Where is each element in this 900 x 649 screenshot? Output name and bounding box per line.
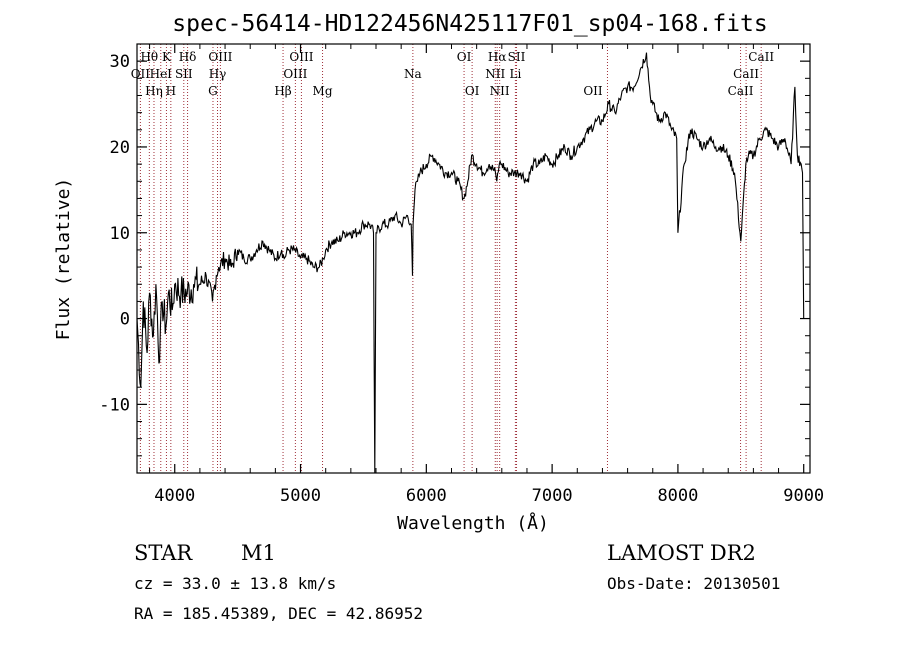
spectral-line-label: OII xyxy=(131,67,151,81)
spectral-line-label: OIII xyxy=(283,67,307,81)
object-subclass: M1 xyxy=(241,541,276,565)
x-tick-label: 4000 xyxy=(154,486,195,506)
plot-frame xyxy=(136,43,811,474)
spectral-line-label: K xyxy=(162,50,172,64)
x-tick-label: 9000 xyxy=(783,486,824,506)
spectral-line-label: Mg xyxy=(313,84,333,98)
spectral-line-label: CaII xyxy=(728,84,754,98)
spectral-line-label: OII xyxy=(583,84,603,98)
object-class: STAR xyxy=(134,541,193,565)
redshift-info: cz = 33.0 ± 13.8 km/s xyxy=(134,574,336,593)
spectral-line-label: Na xyxy=(404,67,422,81)
y-tick-label: 30 xyxy=(110,52,130,72)
line-labels: Hθ OII Hη K HeI H Hδ SII OIII Hγ G OIII OIII Hβ Mg Na OI… xyxy=(131,50,775,98)
x-tick-label: 6000 xyxy=(406,486,447,506)
spectral-line-label: G xyxy=(208,84,218,98)
spectral-line-label: Hα xyxy=(488,50,507,64)
y-tick-label: 0 xyxy=(120,310,130,330)
spectral-line-label: HeI xyxy=(150,67,173,81)
x-axis-label: Wavelength (Å) xyxy=(397,512,549,534)
spectral-line-label: CaII xyxy=(748,50,774,64)
spectral-line-label: Hβ xyxy=(274,84,291,98)
spectral-line-label: OIII xyxy=(289,50,313,64)
chart-title: spec-56414-HD122456N425117F01_sp04-168.f… xyxy=(172,11,767,37)
axis-ticks: 4000 5000 6000 7000 8000 9000 -10 0 10 20 30 xyxy=(99,43,824,506)
survey-name: LAMOST DR2 xyxy=(607,541,756,565)
spectral-line-label: SII xyxy=(175,67,193,81)
spectral-line-label: NII xyxy=(490,84,510,98)
spectral-line-label: H xyxy=(166,84,176,98)
spectral-line-label: OI xyxy=(465,84,480,98)
spectral-line-label: OI xyxy=(457,50,472,64)
spectral-line-label: CaII xyxy=(733,67,759,81)
spectral-line-label: Hη xyxy=(145,84,163,98)
y-tick-label: -10 xyxy=(99,395,130,415)
x-tick-label: 7000 xyxy=(532,486,573,506)
line-markers xyxy=(139,44,762,473)
spectral-line-label: Hθ xyxy=(140,50,158,64)
x-tick-label: 8000 xyxy=(657,486,698,506)
spectral-line-label: Li xyxy=(509,67,521,81)
spectral-line-label: SII xyxy=(508,50,526,64)
spectral-line-label: Hγ xyxy=(209,67,227,81)
coordinates: RA = 185.45389, DEC = 42.86952 xyxy=(134,604,423,623)
y-axis-label: Flux (relative) xyxy=(53,178,74,341)
observation-date: Obs-Date: 20130501 xyxy=(607,574,780,593)
y-tick-label: 10 xyxy=(110,224,130,244)
spectrum-line xyxy=(136,52,805,474)
x-tick-label: 5000 xyxy=(280,486,321,506)
spectral-line-label: Hδ xyxy=(179,50,197,64)
spectral-line-label: OIII xyxy=(208,50,232,64)
y-tick-label: 20 xyxy=(110,138,130,158)
spectral-line-label: NII xyxy=(485,67,505,81)
